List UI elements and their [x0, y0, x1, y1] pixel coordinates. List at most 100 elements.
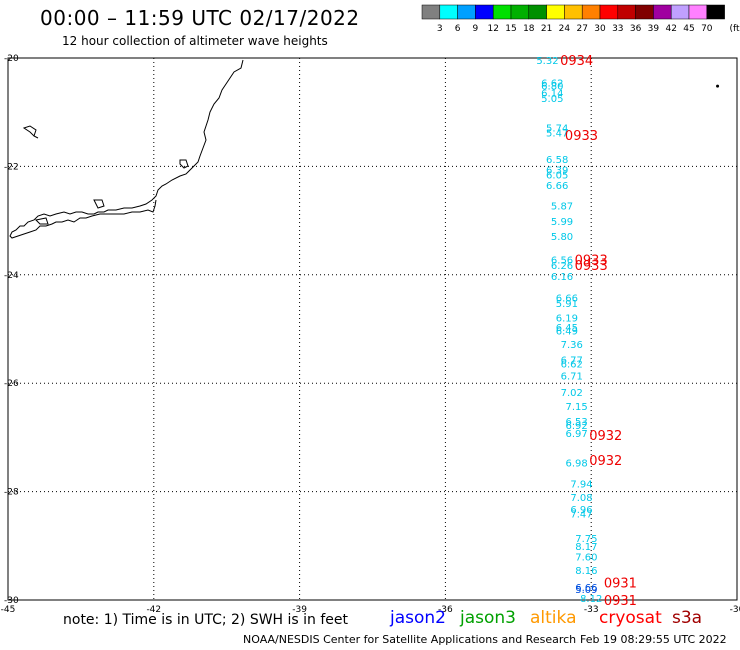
wave-height-label: 7.02 — [561, 388, 583, 399]
wave-height-label: 8.17 — [575, 542, 597, 553]
map-title: 00:00 – 11:59 UTC 02/17/2022 — [40, 6, 360, 30]
wave-height-label: 6.26 — [551, 261, 573, 272]
legend-swatch — [421, 4, 441, 20]
wave-height-label: 6.45 — [556, 323, 578, 334]
point-markers — [716, 84, 720, 88]
wave-height-label: 6.16 — [551, 272, 573, 283]
legend-swatch — [564, 4, 583, 20]
map-subtitle: 12 hour collection of altimeter wave hei… — [62, 34, 328, 48]
legend-label: 27 — [576, 24, 587, 34]
wave-height-label: 5.80 — [551, 232, 573, 243]
pass-time-label: 0931 — [604, 594, 637, 609]
legend-label: 30 — [594, 24, 606, 34]
wave-height-label: 7.75 — [575, 534, 597, 545]
wave-height-label: 6.39 — [546, 166, 568, 177]
wave-height-label: 6.53 — [565, 417, 587, 428]
wave-height-label: 6.14 — [541, 89, 563, 100]
satellite-altika: altika — [530, 608, 577, 628]
lat-tick-label: -26 — [4, 379, 19, 389]
pass-time-label: 0933 — [575, 259, 608, 274]
lon-tick-label: -30 — [730, 605, 740, 615]
legend-swatch — [706, 4, 725, 20]
wave-height-label: 7.36 — [561, 340, 583, 351]
legend-swatch — [528, 4, 547, 20]
island-dot — [716, 84, 720, 88]
legend-label: 36 — [630, 24, 642, 34]
coastline-island — [93, 199, 105, 209]
legend-unit: (ft) — [729, 24, 740, 34]
wave-height-label: 6.98 — [565, 458, 587, 469]
legend-swatch — [510, 4, 530, 20]
wave-height-label: 6.56 — [551, 256, 573, 267]
wave-height-label: 5.32 — [536, 56, 558, 67]
generated-timestamp: Feb 19 08:29:55 UTC 2022 — [580, 633, 727, 646]
lon-tick-label: -42 — [146, 605, 161, 615]
coastline-island — [22, 125, 39, 139]
wave-height-label: 6.66 — [575, 583, 597, 594]
legend-swatch — [653, 4, 672, 20]
coastline-island — [34, 217, 49, 225]
pass-time-label: 0933 — [575, 254, 608, 269]
pass-time-label: 0934 — [560, 54, 593, 69]
pass-time-label: 0933 — [565, 129, 598, 144]
legend-label: 3 — [437, 24, 443, 34]
legend-label: 70 — [701, 24, 713, 34]
wave-height-label: 5.99 — [551, 217, 573, 228]
legend-label: 21 — [541, 24, 552, 34]
wave-height-label: 5.87 — [551, 201, 573, 212]
wave-height-label: 6.05 — [546, 171, 568, 182]
lon-tick-label: -33 — [584, 605, 599, 615]
wave-height-label: 6.58 — [546, 155, 568, 166]
wave-height-label: 7.15 — [565, 402, 587, 413]
legend-swatch — [492, 4, 512, 20]
wave-height-label: 6.66 — [546, 181, 568, 192]
legend-label: 39 — [648, 24, 660, 34]
lon-tick-label: -45 — [1, 605, 16, 615]
lat-lon-grid: -45 -42 -39 -36 -33 -30 -20 -22 -24 -26 -28 -30 — [1, 54, 740, 615]
wave-height-label: 6.97 — [565, 429, 587, 440]
pass-time-label: 0932 — [589, 454, 622, 469]
legend-label: 42 — [665, 24, 676, 34]
legend-label: 33 — [612, 24, 623, 34]
wave-height-label: 6.96 — [570, 505, 592, 516]
wave-height-label: 6.62 — [561, 360, 583, 371]
legend-swatch — [475, 4, 494, 20]
lat-tick-label: -30 — [4, 596, 19, 606]
wave-height-label: 7.08 — [570, 493, 592, 504]
wave-height-label: 6.49 — [556, 327, 578, 338]
legend-label: 24 — [559, 24, 571, 34]
legend-swatch — [457, 4, 476, 20]
lat-tick-label: -20 — [4, 54, 19, 64]
legend-label: 15 — [505, 24, 516, 34]
pass-time-label: 0931 — [604, 577, 637, 592]
wave-height-label: 6.77 — [561, 355, 583, 366]
wave-height-label: 5.05 — [541, 94, 563, 105]
legend-label: 18 — [523, 24, 535, 34]
legend-label: 6 — [455, 24, 461, 34]
wave-height-label: 8.16 — [575, 566, 597, 577]
legend-swatch — [688, 4, 708, 20]
wave-height-label: 6.92 — [565, 421, 587, 432]
lat-tick-label: -24 — [4, 271, 19, 281]
wave-height-label: 6.62 — [541, 78, 563, 89]
pass-time-label: 0932 — [589, 429, 622, 444]
lat-tick-label: -28 — [4, 488, 19, 498]
legend-label: 12 — [487, 24, 498, 34]
legend-swatch — [635, 4, 654, 20]
legend-swatch — [617, 4, 636, 20]
legend-label: 9 — [473, 24, 479, 34]
credit-text: NOAA/NESDIS Center for Satellite Applica… — [243, 633, 577, 646]
wave-height-label: 6.66 — [556, 294, 578, 305]
wave-height-label: 6.71 — [561, 372, 583, 383]
note-text: note: 1) Time is in UTC; 2) SWH is in fe… — [63, 612, 349, 628]
lon-tick-label: -36 — [438, 605, 453, 615]
lat-tick-label: -22 — [4, 162, 19, 172]
legend-swatch — [581, 4, 601, 20]
coastline-island — [179, 159, 189, 169]
wave-height-label: 5.74 — [546, 123, 568, 134]
map-frame — [7, 57, 738, 601]
satellite-cryosat: cryosat — [599, 608, 662, 628]
